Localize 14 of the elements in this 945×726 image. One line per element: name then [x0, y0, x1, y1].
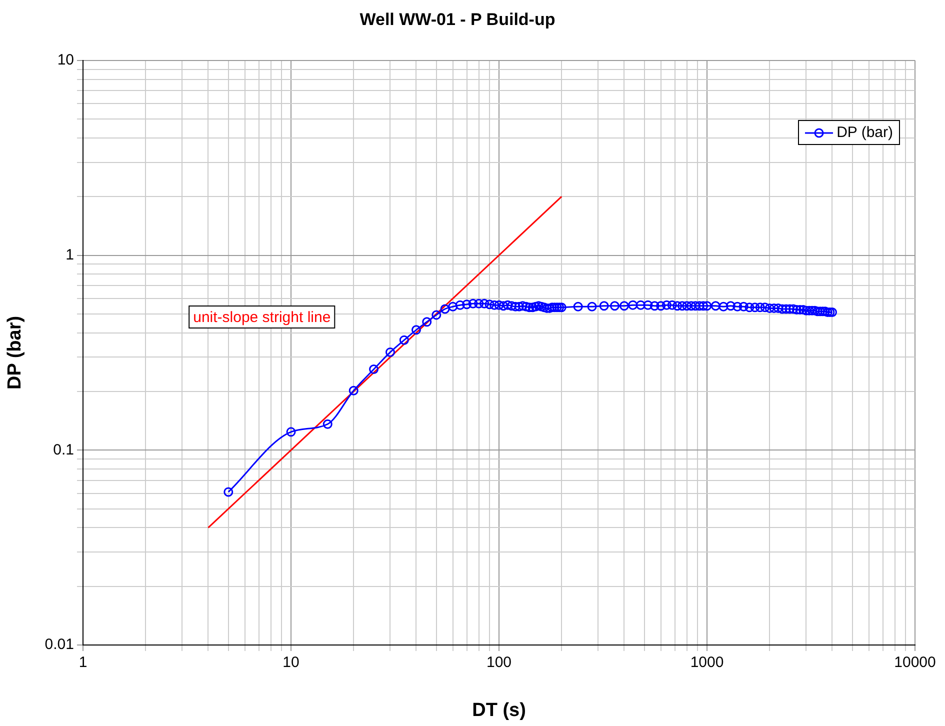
y-tick-label: 10: [57, 52, 74, 69]
y-tick-label: 0.01: [44, 636, 74, 654]
chart-title: Well WW-01 - P Build-up: [360, 10, 556, 29]
x-tick-label: 10: [282, 654, 300, 672]
x-tick-label: 10000: [894, 654, 936, 672]
x-tick-label: 1: [78, 654, 88, 672]
annotation: unit-slope stright line: [193, 309, 331, 326]
x-axis-title: DT (s): [472, 700, 526, 721]
legend-label: DP (bar): [836, 124, 893, 141]
x-tick-label: 1000: [690, 654, 724, 672]
y-tick-label: 0.1: [53, 441, 74, 458]
y-axis-title: DP (bar): [4, 316, 26, 390]
x-tick-label: 100: [486, 654, 512, 672]
y-tick-label: 1: [66, 246, 74, 264]
